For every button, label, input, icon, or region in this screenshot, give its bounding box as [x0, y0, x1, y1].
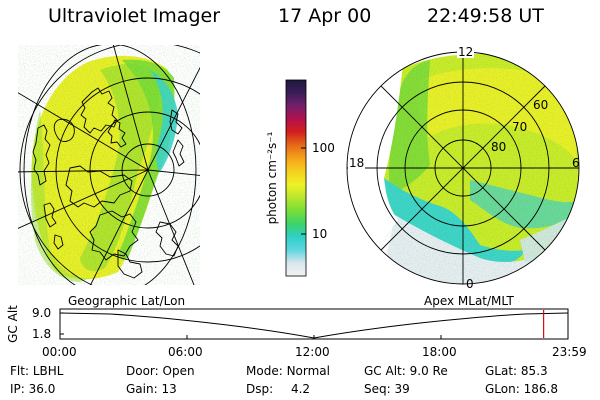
status-key: IP: — [10, 382, 25, 396]
status-key: GLon: — [485, 382, 520, 396]
date-label: 17 Apr 00 — [278, 5, 372, 27]
status-key: Seq: — [364, 382, 391, 396]
colorbar-tick-100: 100 — [312, 141, 335, 155]
status-key: Gain: — [126, 382, 158, 396]
mlt-label-0: 0 — [466, 277, 474, 291]
timeline-ylabel: GC Alt — [6, 305, 20, 343]
apex-image-panel — [346, 51, 580, 285]
status-key: Dsp: — [246, 382, 274, 396]
geo-image-panel — [18, 45, 200, 285]
timeline-xtick-2359: 23:59 — [552, 345, 587, 359]
colorbar — [285, 79, 307, 277]
status-value-mode: Normal — [286, 364, 330, 378]
altitude-timeline — [59, 308, 569, 340]
status-value-dsp: 4.2 — [290, 382, 311, 396]
status-value-seq: 39 — [394, 382, 410, 396]
mlt-label-6: 6 — [572, 156, 580, 170]
timeline-ytick-top: 9.0 — [32, 306, 52, 320]
mlat-label-70: 70 — [512, 120, 528, 134]
status-value-gain: 13 — [161, 382, 177, 396]
time-label: 22:49:58 UT — [427, 5, 544, 27]
instrument-title: Ultraviolet Imager — [48, 5, 221, 27]
status-key: Mode: — [246, 364, 283, 378]
mlat-label-80: 80 — [491, 140, 507, 154]
status-key: Door: — [126, 364, 159, 378]
status-value-door: Open — [162, 364, 195, 378]
mlt-label-18: 18 — [348, 156, 366, 170]
timeline-xtick-1200: 12:00 — [295, 345, 330, 359]
status-key: GLat: — [485, 364, 518, 378]
mlat-label-60: 60 — [533, 98, 549, 112]
apex-caption: Apex MLat/MLT — [424, 294, 514, 308]
mlt-label-12: 12 — [457, 45, 475, 59]
status-value-filter: LBHL — [32, 364, 64, 378]
timeline-xtick-0600: 06:00 — [168, 345, 203, 359]
status-value-ip: 36.0 — [28, 382, 56, 396]
geo-caption: Geographic Lat/Lon — [68, 294, 186, 308]
colorbar-unit-label: photon cm⁻²s⁻¹ — [265, 131, 279, 225]
status-value-glat: 85.3 — [520, 364, 548, 378]
timeline-xtick-0000: 00:00 — [42, 345, 77, 359]
colorbar-tick-10: 10 — [312, 227, 328, 241]
timeline-ytick-bottom: 1.8 — [32, 327, 52, 341]
earth-limb — [23, 45, 197, 285]
status-key: Flt: — [10, 364, 29, 378]
timeline-xtick-1800: 18:00 — [422, 345, 457, 359]
status-value-gcalt: 9.0 Re — [409, 364, 448, 378]
status-value-glon: 186.8 — [523, 382, 558, 396]
status-key: GC Alt: — [364, 364, 406, 378]
